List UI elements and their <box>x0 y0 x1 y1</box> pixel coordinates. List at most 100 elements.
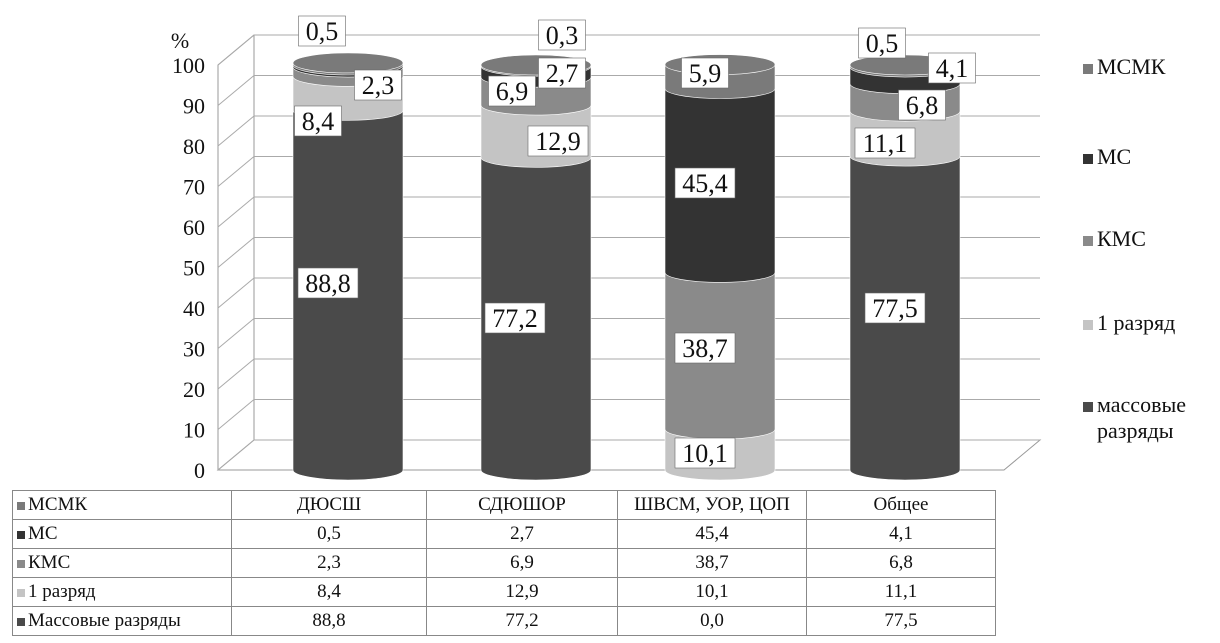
y-tick-label: 30 <box>183 337 205 362</box>
chart: 0 10 20 30 40 50 60 70 80 90 100% 88,8 8,4 2,3 0,5 77,… <box>171 15 1186 483</box>
table-cell: 45,4 <box>617 519 807 549</box>
kmc-swatch-icon <box>17 559 25 568</box>
data-label-box <box>298 15 346 47</box>
gridline <box>217 318 1040 349</box>
data-label-box <box>294 105 342 137</box>
mcmk-swatch-icon <box>17 501 25 510</box>
legend-swatch-icon <box>1083 236 1093 246</box>
table-cell: 4,1 <box>806 519 996 549</box>
gridline <box>217 75 1040 106</box>
y-tick-label: 60 <box>183 215 205 240</box>
data-label-box <box>928 52 976 84</box>
bars <box>292 52 961 481</box>
data-label: 8,4 <box>302 107 335 136</box>
table-cell: 88,8 <box>231 606 427 636</box>
data-label: 77,5 <box>872 294 918 323</box>
table-cell: 11,1 <box>806 577 996 607</box>
gridline <box>217 358 1040 390</box>
gridline <box>217 439 1040 471</box>
legend-label: массовые <box>1097 392 1186 417</box>
data-label-box <box>527 125 589 157</box>
data-label: 12,9 <box>535 127 581 156</box>
bar-top <box>292 52 404 74</box>
data-label-box <box>674 437 736 469</box>
table-cell: 12,9 <box>426 577 618 607</box>
table-row: КМС 2,3 6,9 38,7 6,8 <box>12 548 996 578</box>
table-cell: 2,7 <box>426 519 618 549</box>
data-label: 45,4 <box>682 169 728 198</box>
legend-label: МС <box>1097 144 1131 169</box>
data-label: 4,1 <box>936 54 969 83</box>
legend-swatch-icon <box>1083 64 1093 74</box>
table-cell: 10,1 <box>617 577 807 607</box>
data-label-box <box>858 27 906 59</box>
table-cell: 6,9 <box>426 548 618 578</box>
y-axis: 0 10 20 30 40 50 60 70 80 90 100% <box>171 28 205 483</box>
data-label-box <box>674 167 736 199</box>
legend-label: 1 разряд <box>1097 310 1175 335</box>
data-label-box <box>674 332 736 364</box>
legend-swatch-icon <box>1083 402 1093 412</box>
data-label: 10,1 <box>682 439 728 468</box>
y-tick-label: 40 <box>183 296 205 321</box>
gridline <box>217 399 1040 430</box>
gridline <box>217 237 1040 268</box>
data-label-box <box>854 127 916 159</box>
table-header: ШВСМ, УОР, ЦОП <box>617 490 807 520</box>
table-row-label: МС <box>12 519 232 549</box>
data-label-box <box>538 57 586 89</box>
table-cell: 38,7 <box>617 548 807 578</box>
data-label: 0,3 <box>546 21 579 50</box>
gridline <box>217 277 1040 309</box>
mc-swatch-icon <box>17 530 25 539</box>
table-row: Массовые разряды 88,8 77,2 0,0 77,5 <box>12 606 996 636</box>
y-tick-label: 0 <box>194 458 205 483</box>
data-label: 0,5 <box>306 17 339 46</box>
legend-label: разряды <box>1097 418 1174 443</box>
y-tick-label: 10 <box>183 418 205 443</box>
y-axis-label: % <box>171 28 189 53</box>
gridline <box>217 34 1040 66</box>
data-label-box <box>484 302 546 334</box>
data-label: 11,1 <box>863 129 908 158</box>
mass-rank-swatch-icon <box>17 617 25 626</box>
gridline <box>217 196 1040 228</box>
y-tick-label: 100 <box>172 53 205 78</box>
legend-swatch-icon <box>1083 320 1093 330</box>
bar-labels: 88,8 8,4 2,3 0,5 77,2 12,96,9 2,7 0,3 10,1 38,7 45… <box>294 15 976 469</box>
legend-label: КМС <box>1097 226 1146 251</box>
table-cell: 8,4 <box>231 577 427 607</box>
gridline <box>217 156 1040 187</box>
data-label-box <box>488 75 536 107</box>
data-label-box <box>538 19 586 51</box>
data-table: МСМК ДЮСШ СДЮШОР ШВСМ, УОР, ЦОП Общее МС… <box>12 490 996 636</box>
table-row-label: КМС <box>12 548 232 578</box>
table-cell: 77,5 <box>806 606 996 636</box>
table-row-label: Массовые разряды <box>12 606 232 636</box>
legend-swatch-icon <box>1083 154 1093 164</box>
legend-label: МСМК <box>1097 54 1166 79</box>
data-label: 2,7 <box>546 59 579 88</box>
data-label-box <box>864 292 926 324</box>
data-label: 6,9 <box>496 77 529 106</box>
y-tick-label: 90 <box>183 94 205 119</box>
data-label-box <box>898 89 946 121</box>
y-tick-label: 20 <box>183 377 205 402</box>
gridline <box>217 115 1040 147</box>
data-label-box <box>681 57 729 89</box>
grid <box>216 34 1042 471</box>
y-tick-label: 80 <box>183 134 205 159</box>
data-label: 2,3 <box>362 71 395 100</box>
data-label: 5,9 <box>689 59 722 88</box>
y-tick-label: 50 <box>183 256 205 281</box>
data-label-box <box>354 69 402 101</box>
table-cell: 2,3 <box>231 548 427 578</box>
table-cell: 0,5 <box>231 519 427 549</box>
table-row-label: 1 разряд <box>12 577 232 607</box>
data-label: 6,8 <box>906 91 939 120</box>
table-row: МС 0,5 2,7 45,4 4,1 <box>12 519 996 549</box>
data-label-box <box>297 267 359 299</box>
data-label: 0,5 <box>866 29 899 58</box>
table-cell: 6,8 <box>806 548 996 578</box>
